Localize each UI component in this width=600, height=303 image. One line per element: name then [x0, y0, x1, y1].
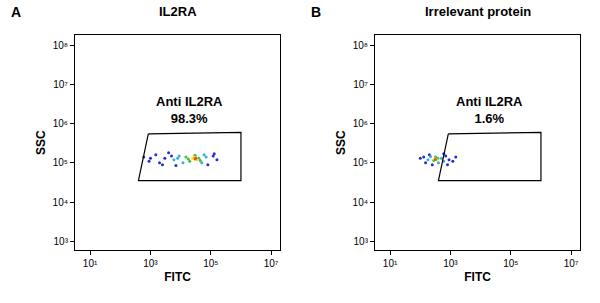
svg-text:10⁴: 10⁴ [53, 197, 68, 208]
svg-text:10⁷: 10⁷ [53, 79, 68, 90]
svg-text:FITC: FITC [164, 270, 191, 284]
svg-text:IL2RA: IL2RA [159, 4, 197, 19]
svg-text:10⁴: 10⁴ [353, 197, 368, 208]
svg-text:10⁷: 10⁷ [353, 79, 368, 90]
svg-text:10³: 10³ [143, 258, 158, 269]
svg-text:10⁸: 10⁸ [53, 40, 68, 51]
svg-text:A: A [11, 4, 21, 20]
svg-text:10⁸: 10⁸ [353, 40, 368, 51]
svg-text:10⁷: 10⁷ [264, 258, 279, 269]
svg-text:10³: 10³ [354, 236, 369, 247]
svg-text:B: B [311, 4, 321, 20]
svg-text:10¹: 10¹ [83, 258, 98, 269]
svg-text:10⁶: 10⁶ [53, 118, 68, 129]
svg-text:10⁵: 10⁵ [53, 157, 68, 168]
svg-text:FITC: FITC [464, 270, 491, 284]
svg-text:10⁵: 10⁵ [203, 258, 218, 269]
svg-text:SSC: SSC [34, 130, 48, 155]
svg-text:10⁵: 10⁵ [353, 157, 368, 168]
svg-text:10³: 10³ [443, 258, 458, 269]
svg-text:10⁷: 10⁷ [564, 258, 579, 269]
svg-text:10⁵: 10⁵ [503, 258, 518, 269]
svg-text:10¹: 10¹ [383, 258, 398, 269]
svg-text:Irrelevant protein: Irrelevant protein [425, 4, 531, 19]
svg-text:10⁶: 10⁶ [353, 118, 368, 129]
svg-text:SSC: SSC [334, 130, 348, 155]
svg-text:10³: 10³ [54, 236, 69, 247]
svg-text:Anti IL2RA1.6%: Anti IL2RA1.6% [456, 94, 523, 126]
svg-text:Anti IL2RA98.3%: Anti IL2RA98.3% [156, 94, 223, 126]
